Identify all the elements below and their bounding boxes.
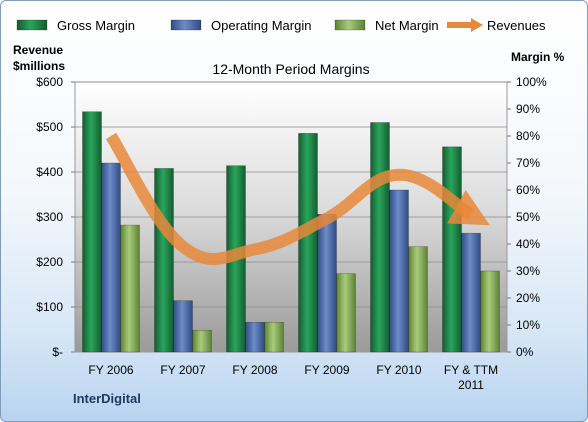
left-tick-label: $400 bbox=[36, 165, 63, 179]
bar-net-margin bbox=[408, 246, 428, 353]
right-tick-label: 40% bbox=[516, 237, 540, 251]
revenue-point bbox=[471, 214, 472, 215]
left-axis-title: Revenue $millions bbox=[13, 43, 66, 73]
right-axis-title: Margin % bbox=[511, 50, 565, 64]
revenue-point bbox=[183, 246, 184, 247]
left-tick-label: $- bbox=[52, 345, 63, 359]
legend-item: Revenues bbox=[447, 18, 546, 33]
bar-operating-margin bbox=[173, 300, 193, 353]
bar-operating-margin bbox=[461, 232, 481, 353]
left-tick-label: $200 bbox=[36, 255, 63, 269]
bar-operating-margin bbox=[245, 321, 265, 353]
gridlines bbox=[75, 81, 507, 308]
bar-operating-margin bbox=[389, 189, 409, 353]
revenue-point bbox=[255, 249, 256, 250]
right-tick-label: 30% bbox=[516, 264, 540, 278]
legend-label: Net Margin bbox=[375, 18, 439, 33]
right-tick-label: 100% bbox=[516, 75, 547, 89]
legend-arrow bbox=[471, 18, 483, 32]
legend-label: Revenues bbox=[487, 18, 546, 33]
category-label: FY 2010 bbox=[376, 363, 421, 377]
category-label: FY 2007 bbox=[160, 363, 205, 377]
right-tick-label: 20% bbox=[516, 291, 540, 305]
right-tick-label: 70% bbox=[516, 156, 540, 170]
category-label: FY 2008 bbox=[232, 363, 277, 377]
right-tick-label: 0% bbox=[516, 345, 534, 359]
right-tick-label: 90% bbox=[516, 102, 540, 116]
legend-label: Gross Margin bbox=[57, 18, 135, 33]
bar-operating-margin bbox=[317, 214, 337, 353]
right-tick-label: 50% bbox=[516, 210, 540, 224]
bar-gross-margin bbox=[154, 168, 174, 353]
bar-net-margin bbox=[336, 273, 356, 353]
legend-item: Net Margin bbox=[334, 18, 439, 33]
bar-net-margin bbox=[480, 270, 500, 353]
legend-label: Operating Margin bbox=[211, 18, 311, 33]
category-label: FY 2009 bbox=[304, 363, 349, 377]
bar-operating-margin bbox=[101, 162, 121, 353]
bar-net-margin bbox=[120, 224, 140, 353]
left-tick-label: $500 bbox=[36, 120, 63, 134]
legend-swatch bbox=[16, 19, 48, 31]
legend-item: Operating Margin bbox=[170, 18, 311, 33]
chart-title: 12-Month Period Margins bbox=[212, 61, 369, 77]
bar-gross-margin bbox=[82, 111, 102, 353]
bar-net-margin bbox=[192, 330, 212, 353]
bar-gross-margin bbox=[370, 122, 390, 353]
revenue-line-path bbox=[105, 132, 490, 266]
right-tick-label: 80% bbox=[516, 129, 540, 143]
category-label: FY & TTM 2011 bbox=[444, 363, 498, 392]
revenue-point bbox=[111, 136, 112, 137]
revenue-point bbox=[399, 174, 400, 175]
revenue-line bbox=[105, 132, 490, 266]
bar-net-margin bbox=[264, 321, 284, 353]
category-label: FY 2006 bbox=[88, 363, 133, 377]
axes: $- $100 $200 $300 $400 $500 $600 0% 10% 20% 30% 40%… bbox=[36, 75, 547, 392]
legend-item: Gross Margin bbox=[16, 18, 135, 33]
source-label: InterDigital bbox=[73, 391, 141, 406]
right-tick-label: 60% bbox=[516, 183, 540, 197]
right-tick-label: 10% bbox=[516, 318, 540, 332]
revenue-point bbox=[327, 218, 328, 219]
legend: Gross Margin Operating Margin Net Margin Re… bbox=[16, 18, 546, 33]
legend-swatch bbox=[334, 19, 366, 31]
bar-gross-margin bbox=[298, 133, 318, 353]
left-tick-label: $100 bbox=[36, 300, 63, 314]
left-tick-label: $600 bbox=[36, 75, 63, 89]
legend-swatch bbox=[170, 19, 202, 31]
bar-gross-margin bbox=[442, 146, 462, 353]
left-tick-label: $300 bbox=[36, 210, 63, 224]
